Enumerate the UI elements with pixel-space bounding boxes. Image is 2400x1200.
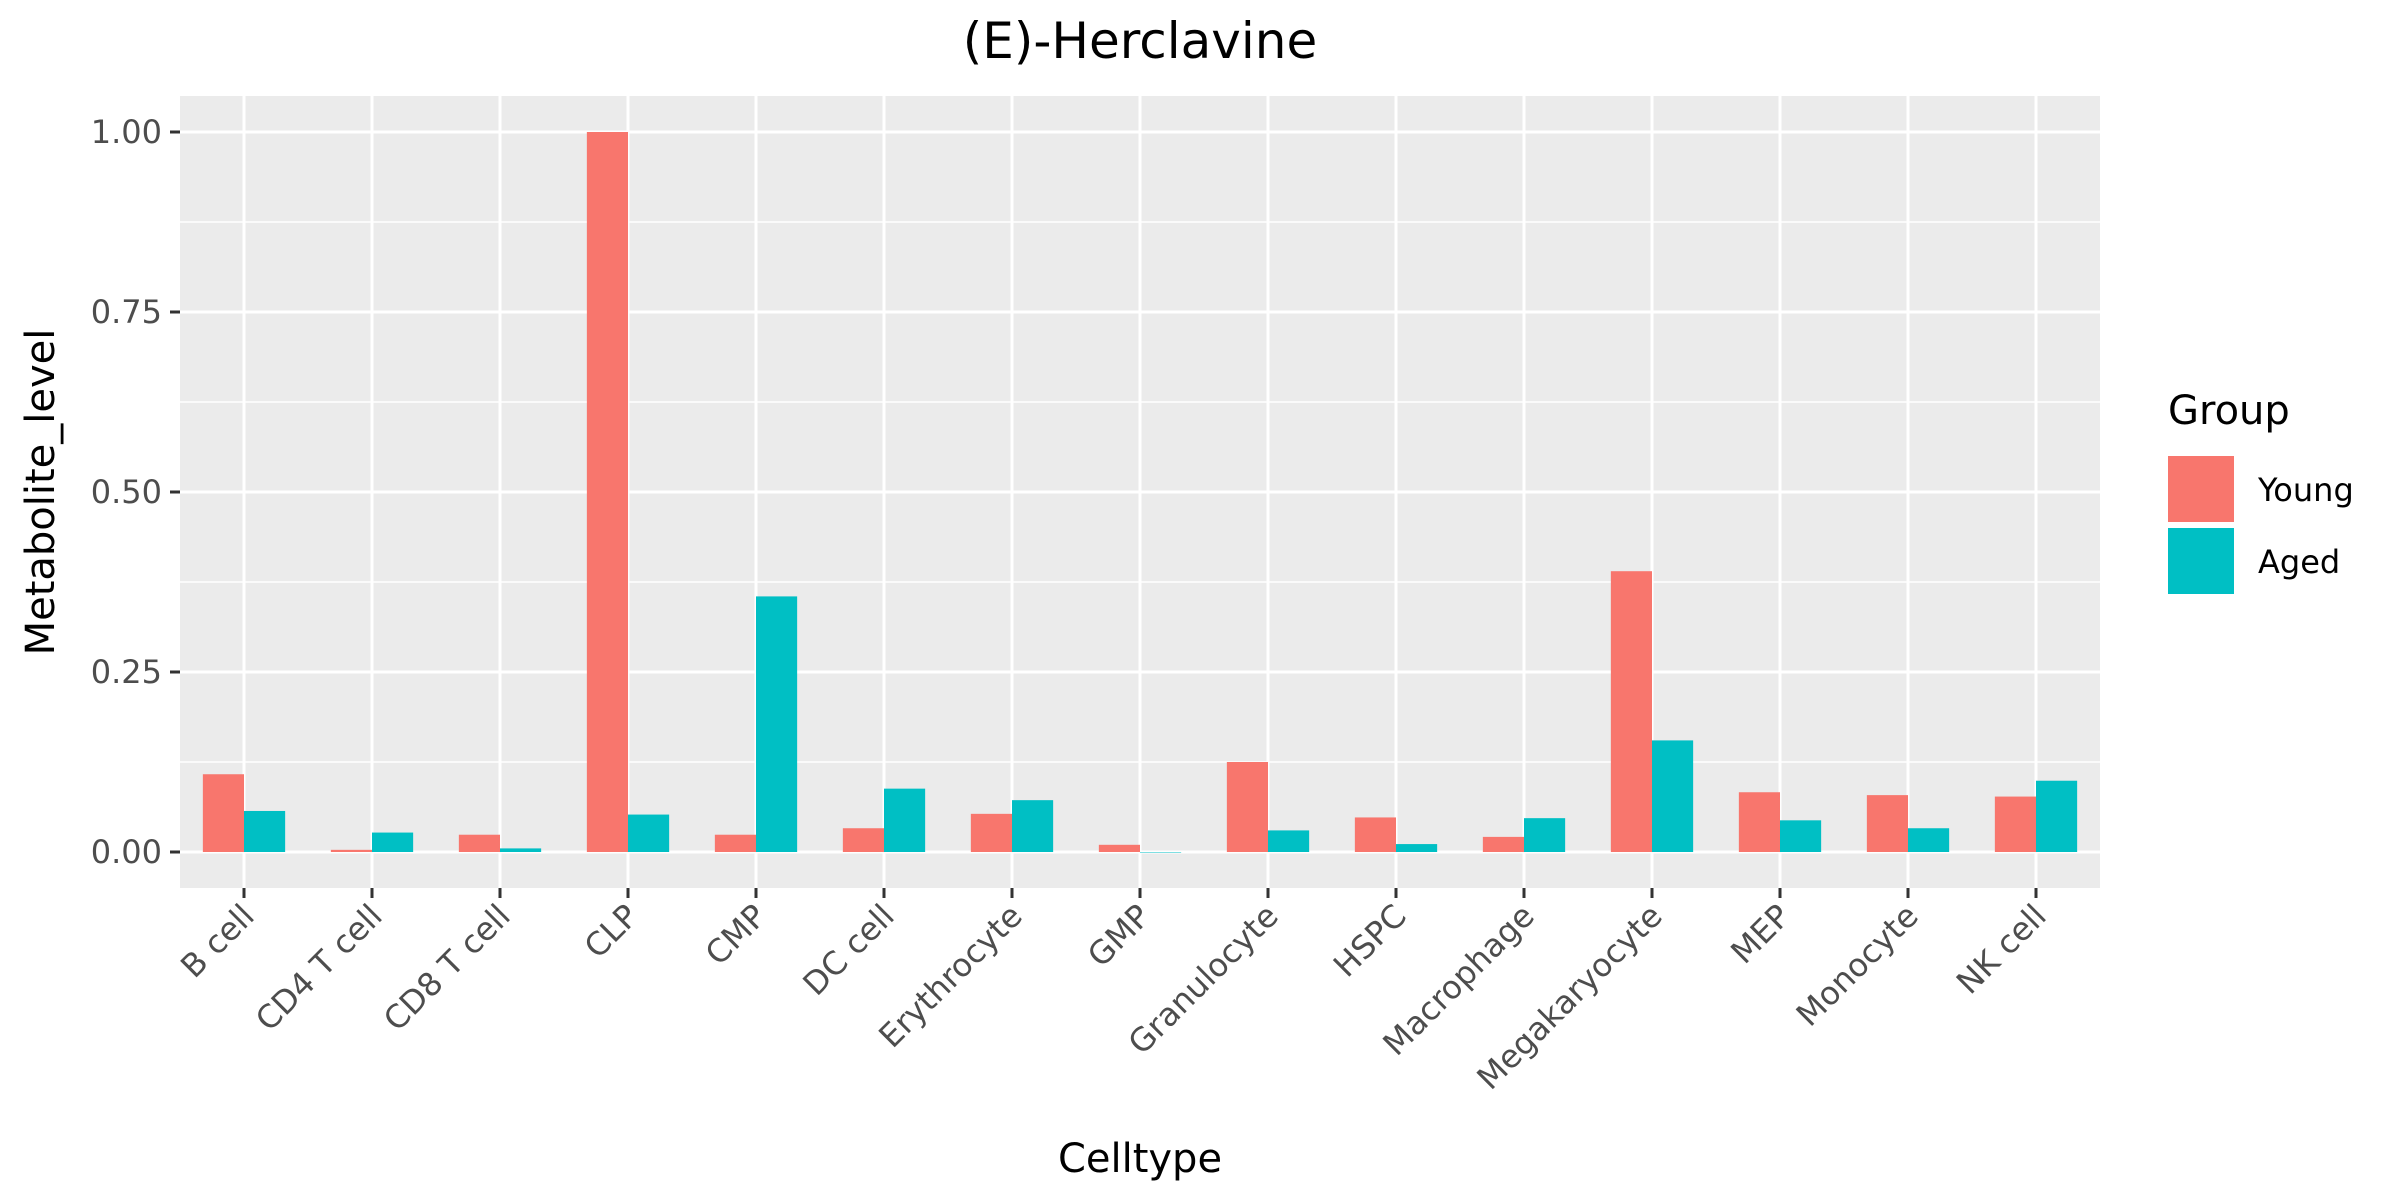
bar-young-granulocyte: [1226, 762, 1268, 852]
y-tick-label: 1.00: [91, 113, 162, 151]
bar-aged-erythrocyte: [1012, 800, 1054, 852]
bar-young-clp: [586, 132, 628, 852]
bar-young-cd8-t-cell: [458, 834, 500, 852]
y-axis: 0.00 0.25 0.50 0.75 1.00: [91, 113, 180, 871]
chart-title: (E)-Herclavine: [963, 12, 1317, 70]
legend-label-aged: Aged: [2258, 543, 2340, 581]
y-tick-label: 0.25: [91, 653, 162, 691]
y-axis-title: Metabolite_level: [18, 329, 64, 656]
bar-young-mep: [1738, 792, 1780, 852]
bar-aged-cmp: [756, 596, 798, 852]
bar-aged-cd8-t-cell: [500, 848, 542, 852]
bar-young-gmp: [1098, 844, 1140, 852]
legend-key-aged: [2168, 528, 2234, 594]
bar-young-macrophage: [1482, 836, 1524, 852]
bar-aged-hspc: [1396, 844, 1438, 852]
bar-young-dc-cell: [842, 828, 884, 852]
bar-aged-gmp: [1140, 852, 1182, 853]
bar-aged-dc-cell: [884, 788, 926, 852]
bar-aged-nk-cell: [2036, 780, 2078, 852]
bar-aged-macrophage: [1524, 818, 1566, 852]
bar-young-erythrocyte: [970, 813, 1012, 852]
bar-aged-megakaryocyte: [1652, 740, 1694, 852]
bar-young-cd4-t-cell: [330, 849, 372, 852]
y-tick-label: 0.00: [91, 833, 162, 871]
legend-key-young: [2168, 456, 2234, 522]
legend-label-young: Young: [2257, 471, 2354, 509]
bar-young-monocyte: [1866, 795, 1908, 852]
bar-aged-b-cell: [244, 810, 286, 852]
bars: [202, 132, 2078, 853]
bar-aged-mep: [1780, 820, 1822, 852]
legend: Group Young Aged: [2168, 388, 2354, 594]
bar-young-nk-cell: [1994, 796, 2036, 852]
y-tick-label: 0.75: [91, 293, 162, 331]
legend-title: Group: [2168, 388, 2290, 434]
y-tick-label: 0.50: [91, 473, 162, 511]
bar-young-b-cell: [202, 774, 244, 852]
bar-aged-granulocyte: [1268, 830, 1310, 852]
bar-young-cmp: [714, 834, 756, 852]
bar-aged-cd4-t-cell: [372, 832, 414, 852]
bar-young-megakaryocyte: [1610, 571, 1652, 852]
x-axis-title: Celltype: [1058, 1136, 1222, 1182]
bar-young-hspc: [1354, 817, 1396, 852]
bar-aged-monocyte: [1908, 828, 1950, 852]
bar-aged-clp: [628, 814, 670, 852]
